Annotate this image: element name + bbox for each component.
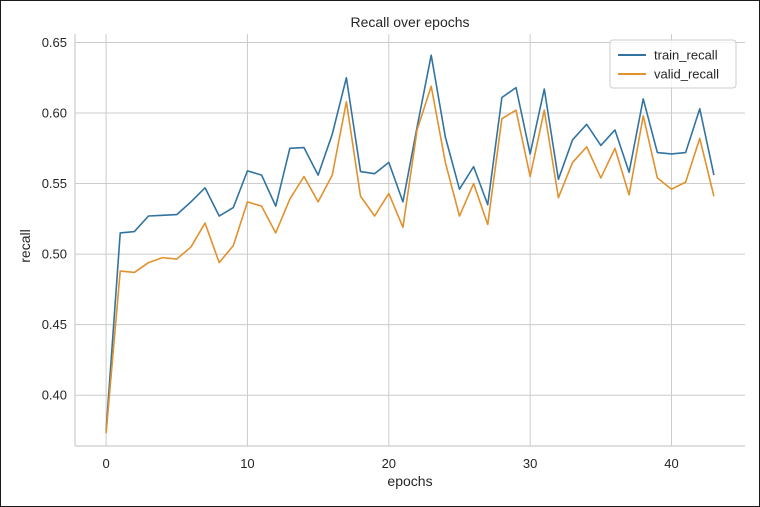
- x-tick-labels: 0 10 20 30 40: [102, 456, 678, 471]
- axes: [74, 34, 745, 447]
- y-tick-label: 0.55: [42, 176, 67, 191]
- legend: train_recall valid_recall: [609, 39, 737, 89]
- y-tick-labels: 0.40 0.45 0.50 0.55 0.60 0.65: [42, 35, 67, 403]
- y-tick-label: 0.40: [42, 388, 67, 403]
- y-tick-label: 0.45: [42, 317, 67, 332]
- x-tick-label: 40: [664, 456, 678, 471]
- y-axis-label: recall: [17, 229, 33, 262]
- x-tick-label: 30: [523, 456, 537, 471]
- x-tick-label: 10: [240, 456, 254, 471]
- series-line-valid-recall: [105, 85, 715, 434]
- legend-box: [609, 39, 737, 89]
- legend-label-valid-recall: valid_recall: [654, 67, 719, 82]
- series-line-train-recall: [105, 54, 715, 431]
- grid-lines: [75, 34, 745, 446]
- x-tick-label: 20: [382, 456, 396, 471]
- x-axis-label: epochs: [387, 473, 432, 489]
- y-tick-label: 0.50: [42, 247, 67, 262]
- chart-title: Recall over epochs: [350, 14, 469, 30]
- y-tick-label: 0.65: [42, 35, 67, 50]
- x-tick-label: 0: [102, 456, 109, 471]
- series-lines: [105, 54, 715, 434]
- y-tick-label: 0.60: [42, 106, 67, 121]
- legend-label-train-recall: train_recall: [654, 48, 718, 63]
